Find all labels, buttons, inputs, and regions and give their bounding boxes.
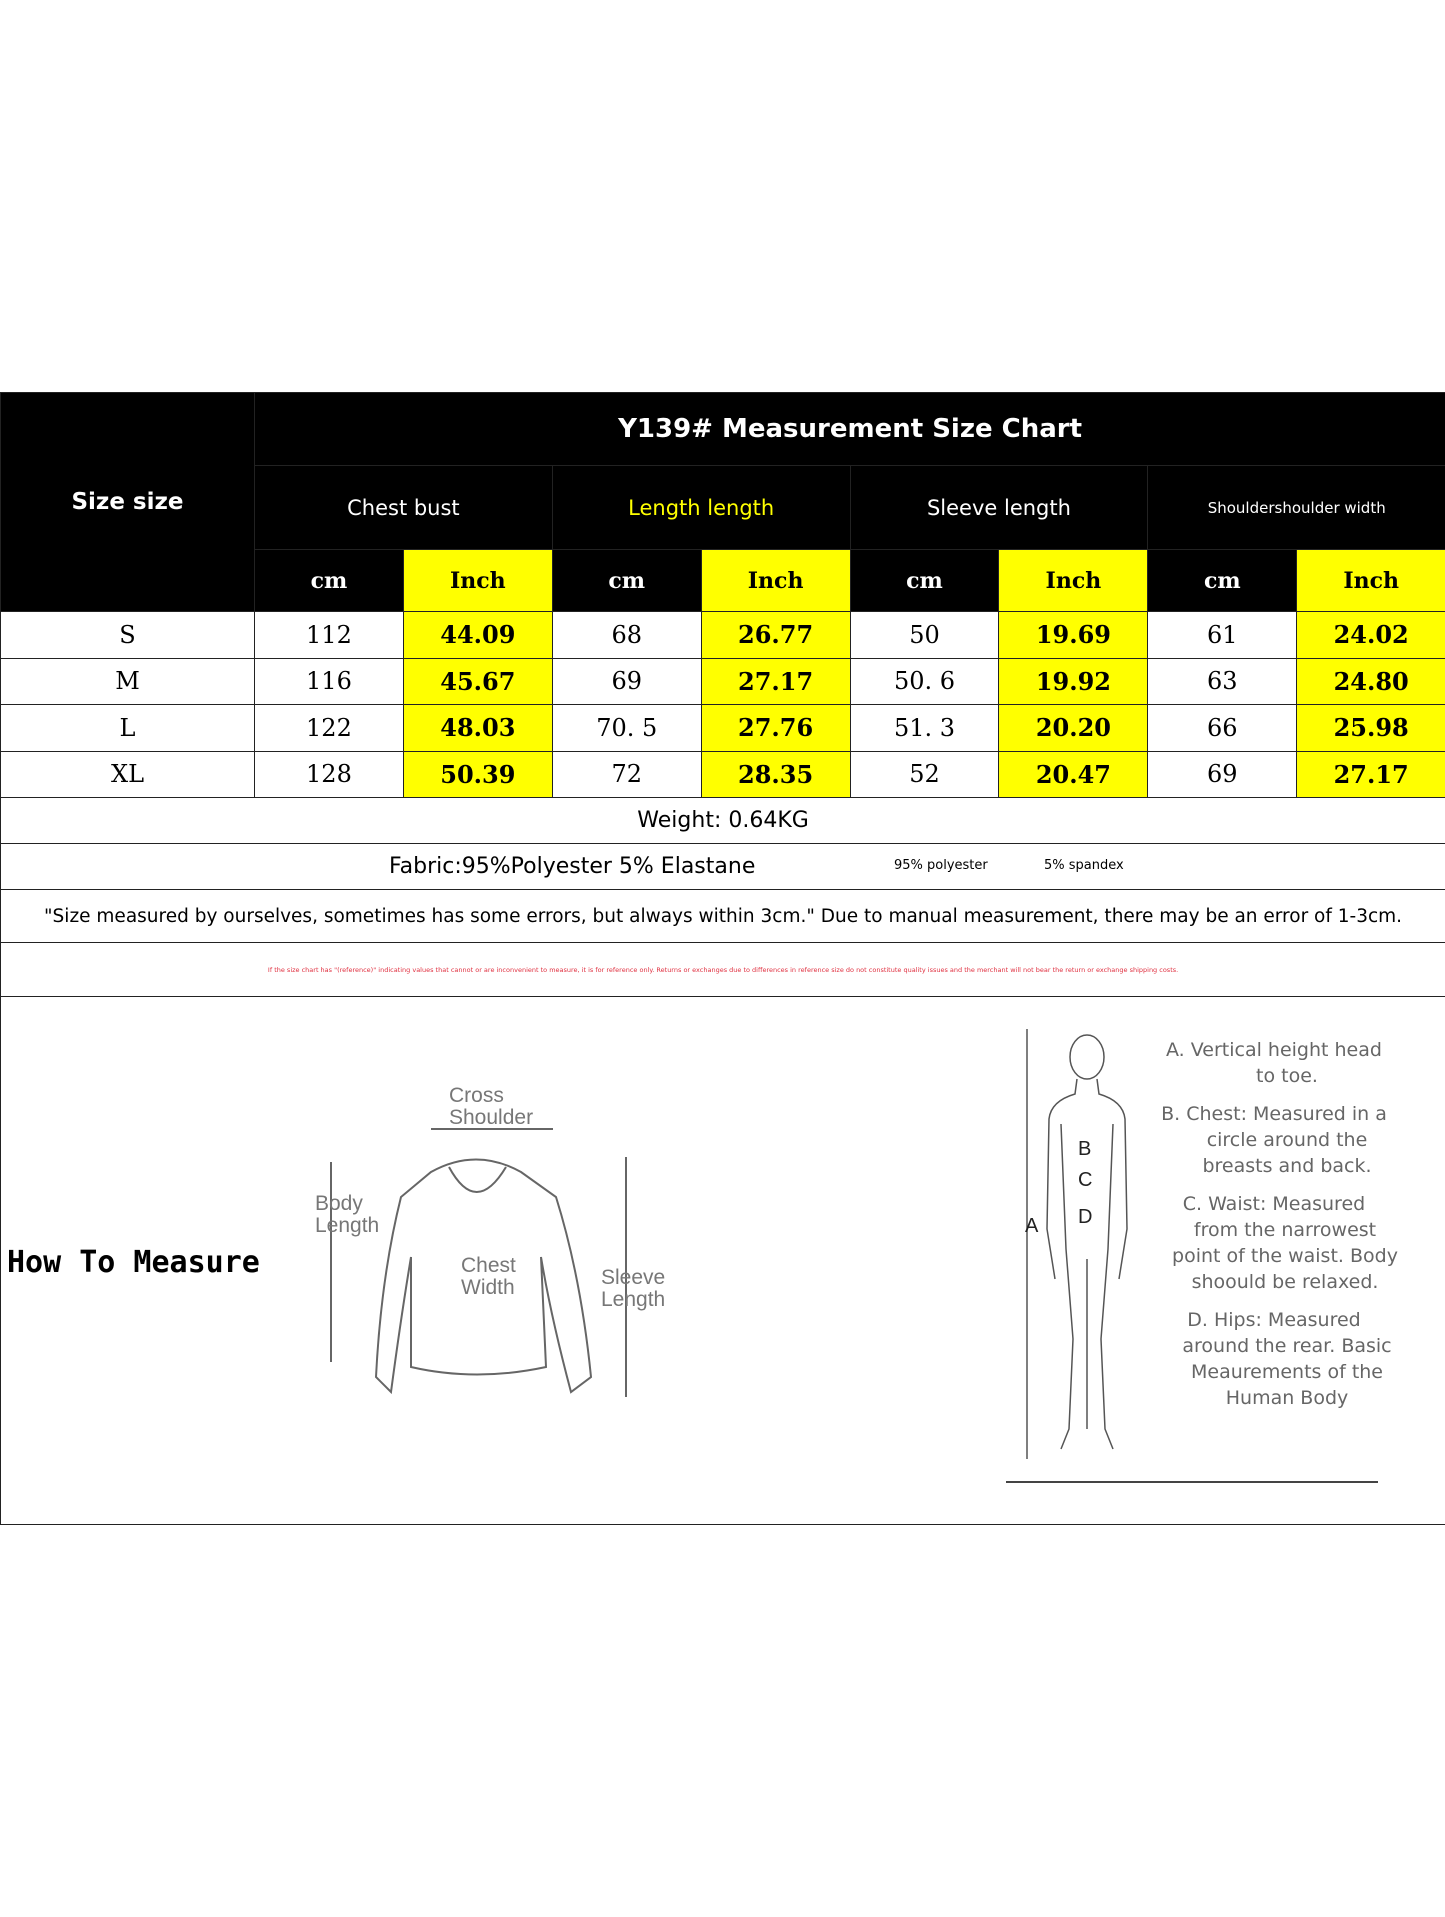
svg-text:A: A [1025, 1215, 1039, 1237]
group-shoulder: Shouldershoulder width [1147, 465, 1445, 550]
svg-text:Shoulder: Shoulder [449, 1106, 533, 1129]
measurement-note: "Size measured by ourselves, sometimes h… [0, 889, 1445, 943]
size-cell: L [0, 704, 255, 752]
size-cell: S [0, 611, 255, 659]
unit-inch: Inch [402, 549, 553, 612]
cm-value: 61 [1147, 611, 1298, 659]
fabric-text: Fabric:95%Polyester 5% Elastane [389, 854, 756, 879]
inch-value: 25.98 [1296, 704, 1445, 752]
inch-value: 27.17 [1296, 750, 1445, 798]
inch-value: 48.03 [402, 704, 553, 752]
chart-title: Y139# Measurement Size Chart [253, 392, 1445, 466]
cm-value: 112 [254, 611, 404, 659]
fabric-row: Fabric:95%Polyester 5% Elastane 95% poly… [0, 843, 1445, 890]
inch-value: 19.69 [998, 611, 1149, 659]
cm-value: 51. 3 [849, 704, 1000, 752]
inch-value: 44.09 [402, 611, 553, 659]
inch-value: 19.92 [998, 657, 1149, 705]
instruction-d: D. Hips: Measured around the rear. Basic … [1182, 1309, 1392, 1409]
inch-value: 28.35 [700, 750, 851, 798]
fabric-polyester: 95% polyester [894, 858, 988, 873]
size-row: L 122 48.03 70. 5 27.76 51. 3 20.20 66 25.98 [0, 704, 1445, 752]
inch-value: 20.47 [998, 750, 1149, 798]
instructions: A. Vertical height head to toe. B. Chest:… [1149, 1037, 1399, 1411]
svg-text:Chest: Chest [461, 1254, 516, 1277]
unit-cm: cm [551, 549, 702, 612]
unit-cm: cm [849, 549, 1000, 612]
group-sleeve: Sleeve length [849, 465, 1149, 550]
how-to-measure-section: How To Measure Cross Shoulder Body Length … [0, 996, 1445, 1525]
svg-text:C: C [1078, 1169, 1092, 1191]
cm-value: 116 [254, 657, 404, 705]
group-length: Length length [551, 465, 851, 550]
disclaimer: If the size chart has "(reference)" indi… [0, 942, 1445, 997]
size-row: M 116 45.67 69 27.17 50. 6 19.92 63 24.80 [0, 657, 1445, 705]
svg-text:Body: Body [315, 1192, 363, 1215]
size-row: XL 128 50.39 72 28.35 52 20.47 69 27.17 [0, 750, 1445, 798]
inch-value: 24.80 [1296, 657, 1445, 705]
weight-row: Weight: 0.64KG [0, 797, 1445, 844]
instruction-a: A. Vertical height head to toe. [1166, 1039, 1382, 1087]
size-header: Size size [0, 392, 255, 612]
inch-value: 45.67 [402, 657, 553, 705]
inch-value: 24.02 [1296, 611, 1445, 659]
unit-inch: Inch [700, 549, 851, 612]
cm-value: 128 [254, 750, 404, 798]
fabric-spandex: 5% spandex [1044, 858, 1124, 873]
inch-value: 26.77 [700, 611, 851, 659]
size-chart-table: Size size Y139# Measurement Size Chart C… [0, 392, 1445, 1525]
svg-text:Cross: Cross [449, 1084, 504, 1107]
cm-value: 52 [849, 750, 1000, 798]
svg-text:Length: Length [315, 1214, 379, 1237]
cm-value: 68 [551, 611, 702, 659]
group-chest: Chest bust [254, 465, 553, 550]
body-diagram: BCD A [1025, 1029, 1128, 1459]
divider-line [1006, 1481, 1378, 1483]
svg-text:Length: Length [601, 1288, 665, 1311]
cm-value: 69 [1147, 750, 1298, 798]
cm-value: 70. 5 [551, 704, 702, 752]
unit-inch: Inch [998, 549, 1149, 612]
instruction-b: B. Chest: Measured in a circle around the… [1161, 1103, 1387, 1177]
how-to-measure-label: How To Measure [7, 1245, 260, 1280]
size-row: S 112 44.09 68 26.77 50 19.69 61 24.02 [0, 611, 1445, 659]
instruction-c: C. Waist: Measured from the narrowest poi… [1172, 1193, 1398, 1293]
cm-value: 66 [1147, 704, 1298, 752]
size-cell: XL [0, 750, 255, 798]
cm-value: 72 [551, 750, 702, 798]
svg-text:Width: Width [461, 1276, 515, 1299]
cm-value: 50. 6 [849, 657, 1000, 705]
inch-value: 50.39 [402, 750, 553, 798]
svg-text:Sleeve: Sleeve [601, 1266, 665, 1289]
unit-cm: cm [254, 549, 404, 612]
inch-value: 27.76 [700, 704, 851, 752]
svg-text:B: B [1078, 1138, 1091, 1160]
cm-value: 122 [254, 704, 404, 752]
cm-value: 50 [849, 611, 1000, 659]
size-cell: M [0, 657, 255, 705]
inch-value: 20.20 [998, 704, 1149, 752]
unit-cm: cm [1147, 549, 1298, 612]
cm-value: 63 [1147, 657, 1298, 705]
cm-value: 69 [551, 657, 702, 705]
unit-inch: Inch [1296, 549, 1445, 612]
inch-value: 27.17 [700, 657, 851, 705]
svg-text:D: D [1078, 1206, 1092, 1228]
